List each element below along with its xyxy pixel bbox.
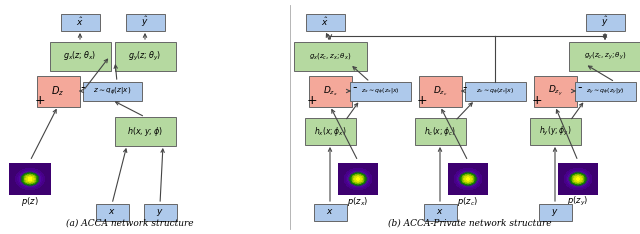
Text: $\hat{x}$: $\hat{x}$: [321, 16, 329, 28]
Text: $x$: $x$: [326, 208, 334, 216]
FancyBboxPatch shape: [415, 117, 465, 145]
Text: $D_{z_x}$: $D_{z_x}$: [323, 84, 337, 98]
Text: $h_y(y;\phi_y)$: $h_y(y;\phi_y)$: [539, 124, 572, 138]
Text: $h_c(x;\phi_c)$: $h_c(x;\phi_c)$: [424, 124, 456, 138]
Text: -: -: [80, 81, 84, 95]
FancyBboxPatch shape: [424, 204, 456, 220]
Text: $p(z_x)$: $p(z_x)$: [348, 194, 369, 208]
FancyBboxPatch shape: [419, 76, 461, 106]
Text: $g_y(z;\theta_y)$: $g_y(z;\theta_y)$: [129, 49, 161, 62]
Text: (b) ACCA-Private network structure: (b) ACCA-Private network structure: [388, 219, 552, 228]
Text: +: +: [532, 95, 542, 107]
FancyBboxPatch shape: [115, 41, 175, 70]
Text: $z_x{\sim}q_\phi(z_x|x)$: $z_x{\sim}q_\phi(z_x|x)$: [360, 86, 399, 96]
Text: -: -: [352, 81, 356, 95]
Text: $D_z$: $D_z$: [51, 84, 65, 98]
Text: $\hat{y}$: $\hat{y}$: [141, 15, 149, 29]
Text: $p(z_c)$: $p(z_c)$: [458, 194, 479, 208]
Text: $y$: $y$: [551, 206, 559, 217]
FancyBboxPatch shape: [125, 14, 164, 30]
Text: -: -: [577, 81, 582, 95]
FancyBboxPatch shape: [534, 76, 577, 106]
Text: $D_{z_c}$: $D_{z_c}$: [433, 84, 447, 98]
Text: $x$: $x$: [108, 208, 116, 216]
FancyBboxPatch shape: [115, 117, 175, 146]
Text: $g_x(z_c,z_x;\theta_x)$: $g_x(z_c,z_x;\theta_x)$: [308, 51, 351, 61]
FancyBboxPatch shape: [83, 81, 141, 100]
FancyBboxPatch shape: [349, 81, 410, 100]
FancyBboxPatch shape: [314, 204, 346, 220]
Text: $p(z_y)$: $p(z_y)$: [568, 194, 589, 208]
FancyBboxPatch shape: [575, 81, 636, 100]
FancyBboxPatch shape: [294, 41, 367, 70]
Text: $D_{z_y}$: $D_{z_y}$: [548, 84, 563, 98]
Text: +: +: [307, 95, 317, 107]
FancyBboxPatch shape: [305, 14, 344, 30]
Text: $x$: $x$: [436, 208, 444, 216]
Text: $p(z)$: $p(z)$: [21, 194, 39, 208]
Text: (a) ACCA network structure: (a) ACCA network structure: [66, 219, 194, 228]
Text: $\hat{x}$: $\hat{x}$: [76, 16, 84, 28]
Text: $\hat{y}$: $\hat{y}$: [601, 15, 609, 29]
Text: $y$: $y$: [156, 206, 164, 217]
Text: $z_y{\sim}q_\phi(z_y|y)$: $z_y{\sim}q_\phi(z_y|y)$: [586, 86, 625, 96]
FancyBboxPatch shape: [95, 204, 129, 220]
FancyBboxPatch shape: [538, 204, 572, 220]
FancyBboxPatch shape: [529, 117, 580, 145]
FancyBboxPatch shape: [586, 14, 625, 30]
FancyBboxPatch shape: [49, 41, 111, 70]
FancyBboxPatch shape: [61, 14, 99, 30]
FancyBboxPatch shape: [305, 117, 355, 145]
Text: +: +: [35, 95, 45, 107]
FancyBboxPatch shape: [568, 41, 640, 70]
FancyBboxPatch shape: [308, 76, 351, 106]
Text: $g_x(z;\theta_x)$: $g_x(z;\theta_x)$: [63, 50, 97, 62]
Text: $z{\sim}q_\phi(z|x)$: $z{\sim}q_\phi(z|x)$: [93, 85, 131, 97]
Text: $h(x,y;\phi)$: $h(x,y;\phi)$: [127, 124, 163, 138]
Text: -: -: [462, 81, 467, 95]
FancyBboxPatch shape: [465, 81, 525, 100]
FancyBboxPatch shape: [36, 76, 79, 106]
Text: $h_x(x;\phi_x)$: $h_x(x;\phi_x)$: [314, 124, 346, 138]
Text: $g_y(z_c,z_y;\theta_y)$: $g_y(z_c,z_y;\theta_y)$: [584, 50, 627, 62]
Text: $z_c{\sim}q_\phi(z_c|x)$: $z_c{\sim}q_\phi(z_c|x)$: [476, 86, 514, 96]
FancyBboxPatch shape: [143, 204, 177, 220]
Text: +: +: [417, 95, 428, 107]
